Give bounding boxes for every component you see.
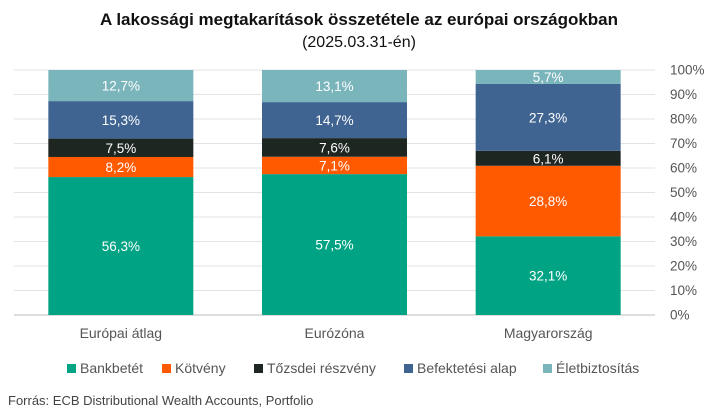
y-tick-label: 100% — [670, 63, 705, 78]
legend-label: Tőzsdei részvény — [267, 360, 376, 376]
data-label: 32,1% — [529, 269, 567, 284]
legend-swatch — [543, 364, 552, 373]
x-tick-label: Eurózóna — [305, 325, 365, 341]
data-label: 7,5% — [105, 141, 136, 156]
bar-segment — [262, 174, 407, 315]
bar-segment — [48, 177, 194, 315]
legend-label: Befektetési alap — [417, 360, 517, 376]
data-label: 7,6% — [319, 140, 350, 155]
y-tick-label: 40% — [670, 210, 697, 225]
bar-segment — [475, 70, 621, 84]
legend-label: Életbiztosítás — [556, 360, 639, 376]
bar-segment — [48, 156, 194, 178]
data-label: 7,1% — [319, 158, 350, 173]
legend-swatch — [162, 364, 171, 373]
legend-label: Kötvény — [175, 360, 226, 376]
chart-subtitle: (2025.03.31-én) — [302, 34, 416, 51]
data-label: 14,7% — [315, 113, 353, 128]
data-label: 8,2% — [105, 160, 136, 175]
y-tick-label: 70% — [670, 136, 697, 151]
y-tick-label: 20% — [670, 259, 697, 274]
y-tick-label: 50% — [670, 185, 697, 200]
bar-segment — [475, 165, 621, 237]
y-tick-label: 90% — [670, 87, 697, 102]
bar-segment — [475, 83, 621, 151]
data-label: 56,3% — [102, 239, 140, 254]
y-tick-label: 10% — [670, 283, 697, 298]
data-label: 6,1% — [533, 151, 564, 166]
data-label: 28,8% — [529, 194, 567, 209]
bar-segment — [262, 156, 407, 175]
legend-swatch — [254, 364, 263, 373]
bar-segment — [48, 101, 194, 139]
bar-segment — [48, 70, 194, 102]
data-label: 15,3% — [102, 113, 140, 128]
y-tick-label: 0% — [670, 308, 690, 323]
source-note: Forrás: ECB Distributional Wealth Accoun… — [8, 393, 314, 408]
legend-swatch — [67, 364, 76, 373]
data-label: 5,7% — [533, 70, 564, 85]
bar-segment — [262, 70, 407, 103]
data-label: 57,5% — [315, 238, 353, 253]
bar-segment — [475, 236, 621, 315]
x-tick-label: Magyarország — [504, 325, 593, 341]
bar-segment — [475, 150, 621, 166]
bar-segment — [262, 102, 407, 139]
y-tick-label: 80% — [670, 112, 697, 127]
data-label: 27,3% — [529, 110, 567, 125]
chart-title: A lakossági megtakarítások összetétele a… — [99, 10, 619, 29]
y-tick-label: 60% — [670, 161, 697, 176]
bar-segment — [48, 138, 194, 157]
y-tick-label: 30% — [670, 234, 697, 249]
legend-swatch — [404, 364, 413, 373]
legend-label: Bankbetét — [80, 360, 143, 376]
data-label: 13,1% — [315, 79, 353, 94]
data-label: 12,7% — [102, 79, 140, 94]
x-tick-label: Európai átlag — [80, 325, 163, 341]
bar-segment — [262, 138, 407, 157]
